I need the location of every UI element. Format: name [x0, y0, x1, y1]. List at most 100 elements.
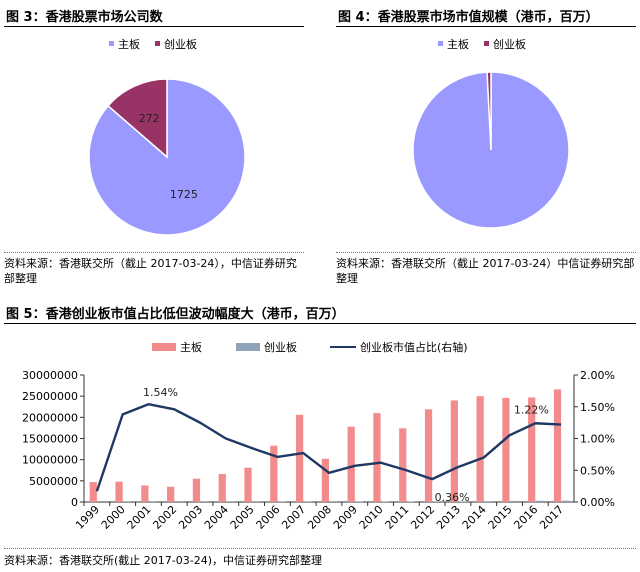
fig5-x-tick-label: 2010 — [357, 503, 386, 532]
fig5-x-tick-label: 2011 — [382, 503, 411, 532]
fig5-left-tick-label: 25000000 — [22, 390, 78, 403]
fig4-source: 资料来源：香港联交所（截止 2017-03-24）中信证券研究部整理 — [336, 257, 635, 285]
fig5-bar-gem — [458, 501, 467, 502]
fig5-right-tick-label: 2.00% — [580, 369, 615, 382]
fig4-legend-label-main: 主板 — [447, 37, 469, 51]
fig5-x-tick-label: 2000 — [99, 503, 128, 532]
fig4-legend: 主板 创业板 — [438, 37, 526, 51]
fig5-bar-main — [399, 428, 407, 502]
fig5-left-tick-label: 20000000 — [22, 411, 78, 424]
fig5-data-label: 0.36% — [435, 491, 470, 504]
fig5-left-tick-label: 0 — [71, 496, 78, 509]
fig5-right-tick-label: 1.00% — [580, 433, 615, 446]
fig5-bar-main — [553, 389, 562, 502]
fig4-pie-chart: 主板 创业板 — [412, 37, 570, 229]
fig5-right-tick-label: 0.50% — [580, 464, 615, 477]
fig5-legend-swatch-gem — [236, 343, 260, 351]
fig5-bar-main — [476, 396, 484, 502]
fig5-x-tick-label: 2012 — [408, 503, 437, 532]
fig5-bar-gem — [304, 501, 312, 502]
fig3-pie-slice-label-gem: 272 — [139, 112, 160, 125]
fig5-bar-main — [218, 474, 226, 502]
fig5-x-tick-label: 2005 — [228, 503, 257, 532]
fig5-bar-gem — [381, 501, 389, 502]
fig5-x-tick-label: 2007 — [279, 503, 308, 532]
fig5-legend-label-gem: 创业板 — [264, 341, 297, 354]
fig5-x-tick-label: 2016 — [511, 503, 540, 532]
fig3-legend-swatch-main — [109, 41, 114, 46]
fig5-source: 资料来源：香港联交所(截止 2017-03-24)，中信证券研究部整理 — [4, 554, 323, 567]
fig3-bottom-rule — [4, 252, 304, 253]
fig5-right-tick-label: 1.50% — [580, 401, 615, 414]
fig5-bottom-rule — [4, 548, 636, 549]
fig5-x-tick-label: 2009 — [331, 503, 360, 532]
fig5-left-tick-label: 15000000 — [22, 433, 78, 446]
fig5-x-tick-label: 2008 — [305, 503, 334, 532]
fig5-ratio-line — [95, 403, 562, 492]
fig3-pie-chart: 主板 创业板 1725 272 — [88, 37, 246, 236]
fig5-bar-gem — [536, 500, 544, 502]
fig4-pie-slice-gem — [486, 71, 492, 151]
fig5-bar-gem — [510, 500, 518, 502]
fig4-title: 图 4：香港股票市场市值规模（港币，百万） — [338, 10, 599, 25]
fig5-right-tick-label: 0.00% — [580, 496, 615, 509]
fig5-legend-gem: 创业板 — [236, 339, 297, 355]
fig5-data-label: 1.54% — [143, 386, 178, 399]
fig5-bar-main — [192, 478, 201, 502]
fig3-top-rule — [4, 26, 304, 27]
fig5-legend-ratio: 创业板市值占比(右轴) — [330, 339, 468, 355]
fig5-legend-label-main: 主板 — [180, 341, 202, 354]
fig5-bar-main — [167, 486, 175, 502]
fig5-x-tick-label: 2001 — [125, 503, 154, 532]
fig5-bar-main — [295, 414, 304, 502]
fig5-x-tick-label: 2014 — [460, 503, 489, 532]
fig4-legend-label-gem: 创业板 — [493, 37, 526, 51]
fig4-legend-swatch-main — [438, 41, 443, 46]
fig3-pie-slice-label-main: 1725 — [170, 188, 198, 201]
fig5-x-tick-label: 2004 — [202, 503, 231, 532]
fig5-title: 图 5：香港创业板市值占比低但波动幅度大（港币，百万） — [6, 307, 345, 322]
fig5-top-rule — [4, 323, 636, 324]
fig3-title: 图 3：香港股票市场公司数 — [6, 10, 163, 25]
fig5-bar-main — [450, 400, 458, 502]
fig4-legend-swatch-gem — [484, 41, 489, 46]
fig5-x-tick-label: 2013 — [434, 503, 463, 532]
fig4-bottom-rule — [336, 252, 636, 253]
fig5-bar-gem — [562, 500, 570, 502]
fig5-legend-swatch-main — [152, 343, 176, 351]
fig5-bar-main — [347, 426, 355, 502]
fig5-left-tick-label: 5000000 — [29, 475, 78, 488]
fig5-bar-main — [270, 445, 278, 502]
fig4-pie — [412, 71, 570, 229]
fig5-legend-label-ratio: 创业板市值占比(右轴) — [360, 341, 468, 354]
fig5-bar-main — [244, 467, 252, 502]
fig5-bar-main — [141, 485, 149, 502]
fig5-bar-main — [528, 397, 536, 502]
fig5-legend-main: 主板 — [152, 339, 202, 355]
fig5-x-tick-label: 2006 — [254, 503, 283, 532]
fig5-combo-chart: 0 5000000 10000000 15000000 20000000 25000000… — [22, 369, 615, 532]
fig5-x-tick-label: 2017 — [537, 503, 566, 532]
fig3-legend: 主板 创业板 — [109, 37, 197, 51]
fig5-legend-swatch-ratio — [330, 346, 356, 348]
fig3-legend-label-main: 主板 — [118, 37, 140, 51]
fig5-x-tick-label: 2002 — [150, 503, 179, 532]
fig5-bar-gem — [484, 501, 492, 502]
fig3-pie: 1725 272 — [88, 78, 246, 236]
fig5-bar-main — [502, 397, 510, 502]
fig5-bar-main — [424, 409, 433, 502]
fig5-bar-main — [115, 481, 123, 502]
fig5-x-tick-label: 2015 — [486, 503, 515, 532]
fig5-left-tick-label: 10000000 — [22, 454, 78, 467]
fig4-top-rule — [336, 26, 636, 27]
fig3-legend-label-gem: 创业板 — [164, 37, 197, 51]
fig3-source: 资料来源：香港联交所（截止 2017-03-24），中信证券研究部整理 — [4, 257, 297, 285]
fig5-x-tick-label: 2003 — [176, 503, 205, 532]
fig5-data-label: 1.22% — [514, 403, 549, 416]
fig3-legend-swatch-gem — [155, 41, 160, 46]
fig5-left-tick-label: 30000000 — [22, 369, 78, 382]
fig3-pie-slice-gem — [107, 78, 168, 159]
fig5-bar-main — [373, 413, 381, 502]
fig5-bar-main — [89, 482, 97, 502]
fig5-bar-main — [321, 458, 329, 502]
